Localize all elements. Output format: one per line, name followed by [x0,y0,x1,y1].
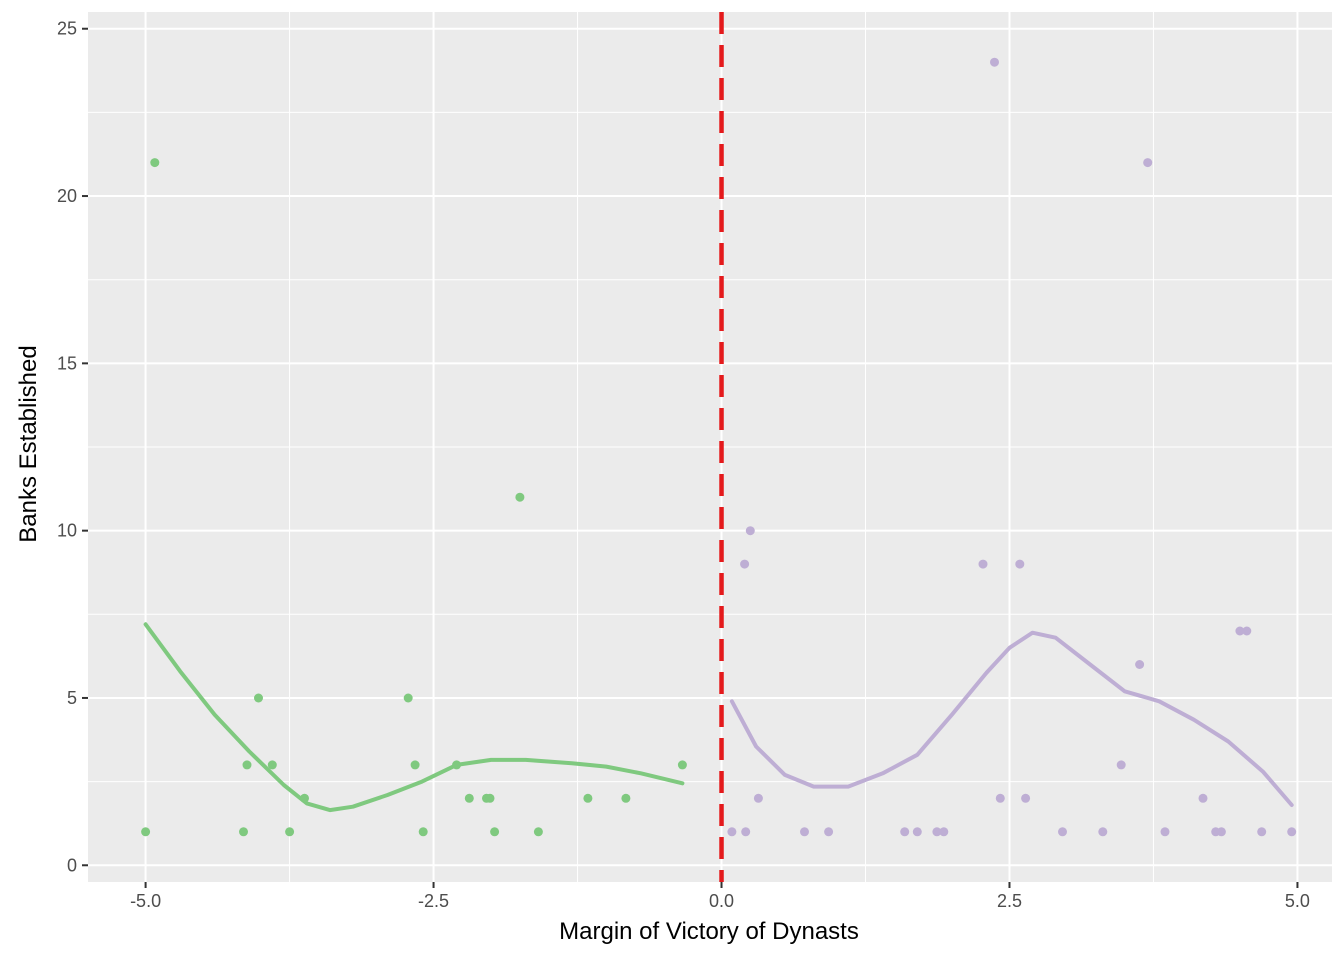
data-point-left [583,793,593,803]
y-axis-ticks: 0 5 10 15 20 25 [57,19,88,875]
data-point-right [800,827,809,837]
data-point-right [912,827,922,837]
data-point-left [621,793,631,803]
x-tick-label: 2.5 [997,891,1022,911]
y-tick-label: 10 [57,521,77,541]
data-point-left [533,827,543,837]
data-point-left [242,760,252,770]
y-tick-label: 20 [57,186,77,206]
x-tick-label: -2.5 [418,891,449,911]
data-point-right [900,827,910,837]
y-tick-label: 15 [57,353,77,373]
smooth-line-right [729,630,1294,807]
data-point-right [1235,626,1245,636]
data-point-left [150,158,160,168]
data-point-right [824,827,834,837]
data-point-right [753,793,763,803]
data-point-left [141,827,151,837]
data-point-left [403,693,413,703]
data-point-right [1160,827,1170,837]
data-point-right [1216,827,1226,837]
data-point-right [1098,827,1108,837]
x-tick-label: 5.0 [1285,891,1310,911]
data-point-right [745,526,755,536]
major-gridlines [88,12,1332,882]
smooth-line-left [143,622,685,813]
data-point-right [1135,660,1145,669]
data-point-right [1242,626,1252,636]
x-axis-ticks: -5.0 -2.5 0.0 2.5 5.0 [130,882,1310,911]
data-point-left [515,492,525,502]
data-point-left [267,760,277,770]
data-point-left [285,827,295,837]
data-point-left [418,827,428,837]
data-point-right [1198,793,1208,803]
data-point-left [464,793,474,803]
data-points [141,57,1297,837]
data-point-left [490,827,500,837]
data-point-right [1287,827,1297,837]
data-point-right [727,827,737,837]
data-point-right [1143,158,1153,168]
data-point-right [1021,793,1031,803]
data-point-left [452,760,462,770]
data-point-left [677,760,687,770]
y-tick-label: 5 [67,688,77,708]
minor-gridlines [88,12,1332,882]
y-tick-label: 0 [67,855,77,875]
x-tick-label: 0.0 [709,891,734,911]
data-point-right [740,559,750,569]
data-point-right [1116,760,1126,770]
data-point-right [741,827,751,837]
y-axis-title: Banks Established [15,345,42,542]
data-point-left [254,693,263,703]
data-point-right [932,827,942,837]
data-point-right [995,793,1005,803]
data-point-left [410,760,420,770]
y-tick-label: 25 [57,19,77,39]
data-point-left [300,793,309,803]
data-point-right [939,827,949,837]
data-point-right [1058,827,1067,837]
data-point-right [1015,559,1025,569]
data-point-left [239,827,248,837]
data-point-right [1257,827,1267,837]
x-axis-title: Margin of Victory of Dynasts [559,918,859,945]
data-point-right [990,57,999,67]
data-point-right [978,559,988,569]
smooth-lines [143,622,1294,813]
data-point-left [485,793,495,803]
x-tick-label: -5.0 [130,891,161,911]
